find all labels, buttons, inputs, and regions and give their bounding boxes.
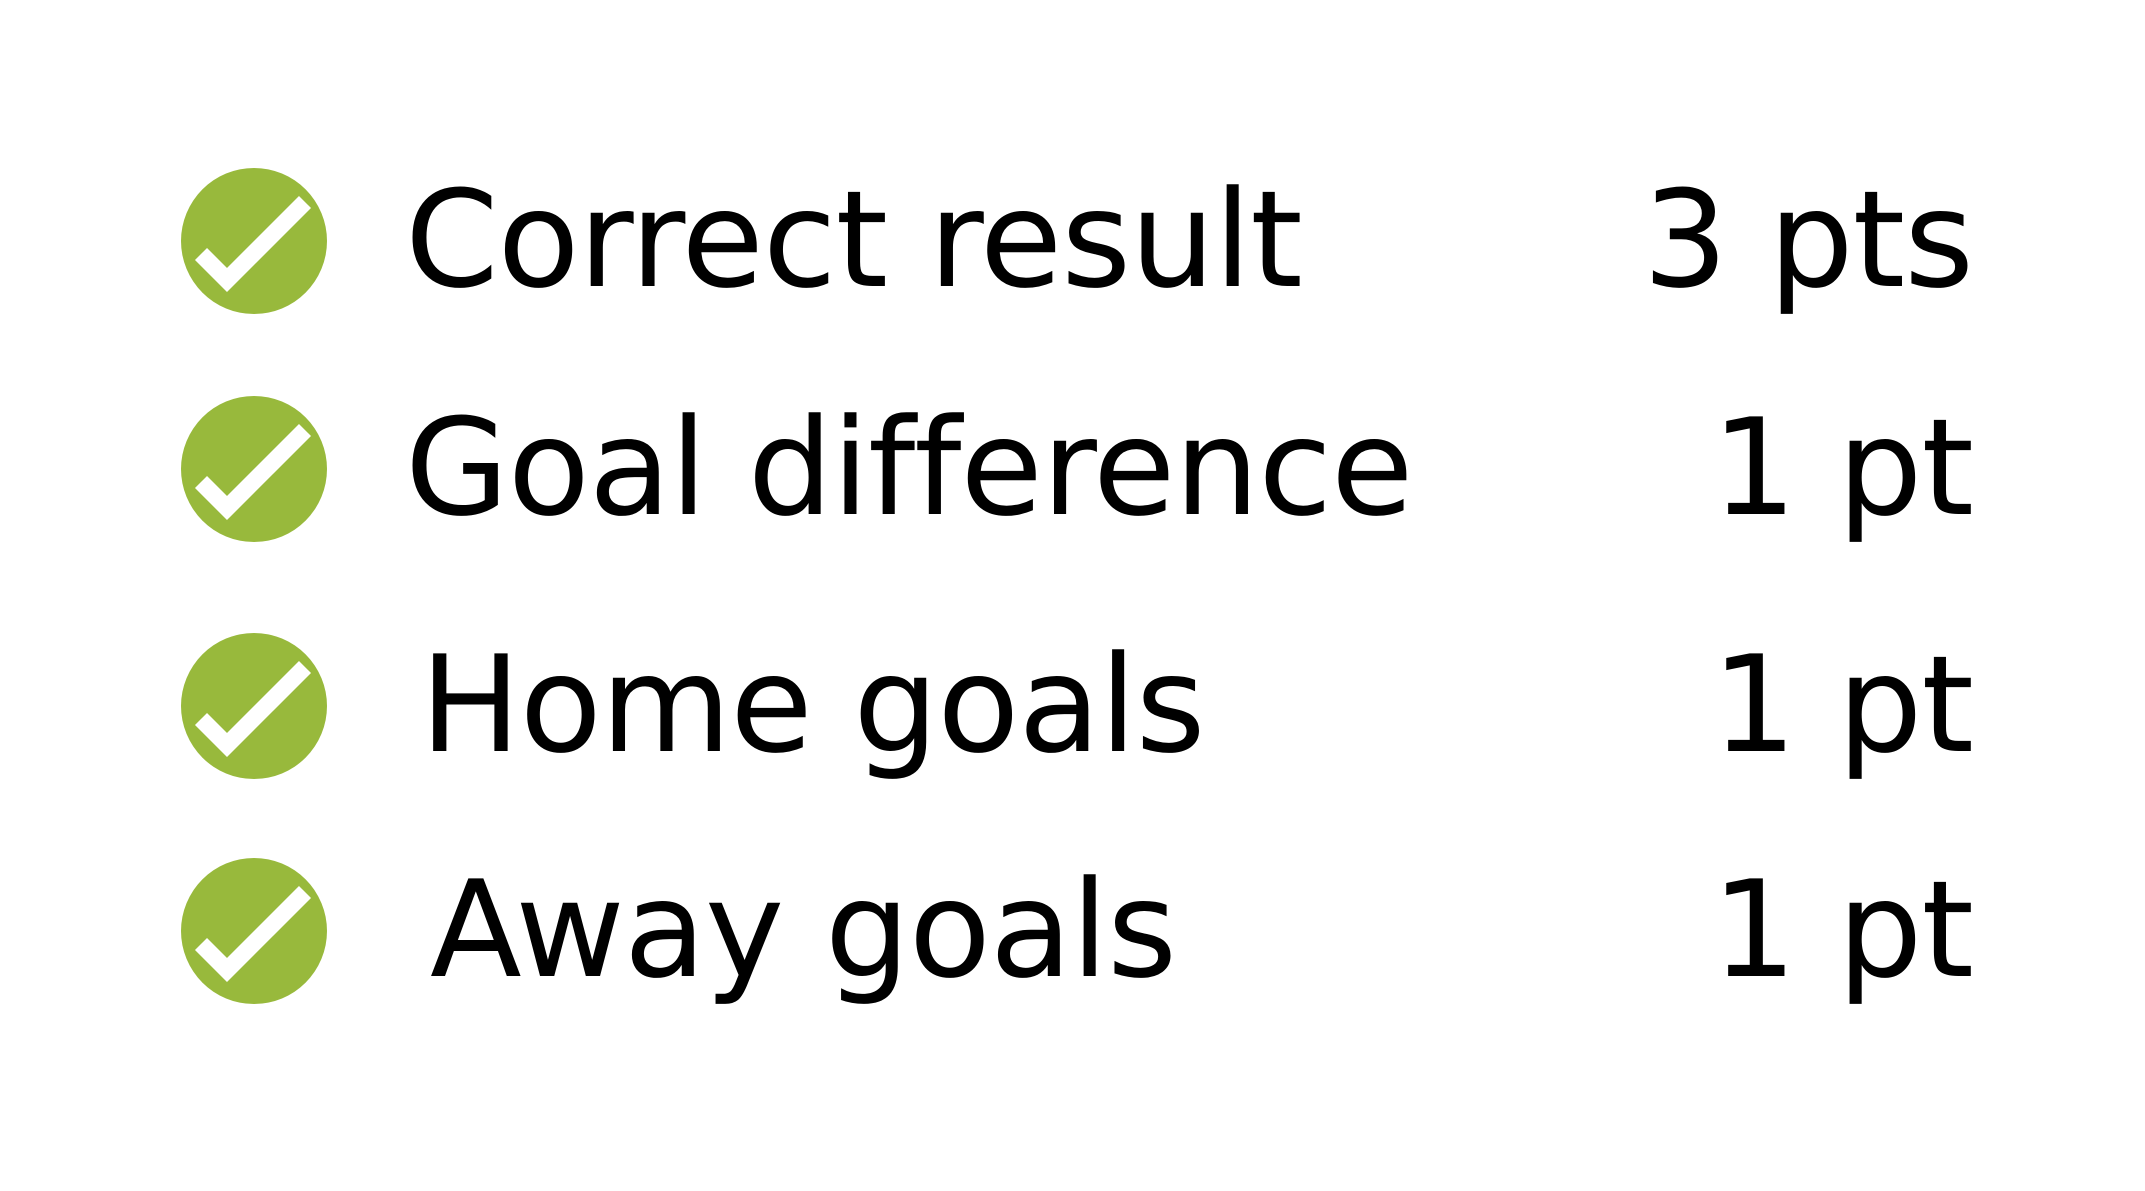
rule-label: Goal difference [405,390,1413,546]
check-icon [181,858,327,1004]
rule-points: 1 pt [1711,627,1974,783]
rule-row-away-goals: Away goals 1 pt [0,850,2145,1010]
rule-label: Away goals [430,852,1177,1008]
check-icon [181,168,327,314]
check-icon [181,633,327,779]
rule-points: 3 pts [1642,162,1974,318]
rule-row-goal-difference: Goal difference 1 pt [0,388,2145,548]
rule-points: 1 pt [1711,852,1974,1008]
rule-row-correct-result: Correct result 3 pts [0,160,2145,320]
rule-points: 1 pt [1711,390,1974,546]
rule-label: Correct result [405,162,1303,318]
rule-row-home-goals: Home goals 1 pt [0,625,2145,785]
rule-label: Home goals [420,627,1206,783]
check-icon [181,396,327,542]
